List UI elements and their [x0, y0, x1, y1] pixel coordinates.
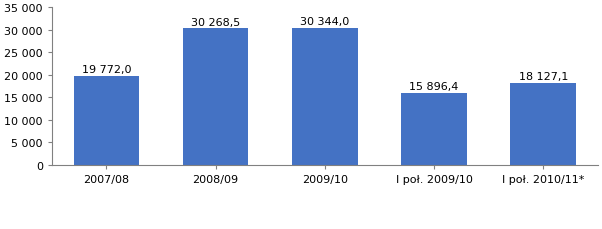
Text: 15 896,4: 15 896,4 [409, 82, 459, 92]
Bar [183, 29, 249, 165]
Bar [73, 76, 139, 165]
Bar [292, 29, 358, 165]
Text: 30 268,5: 30 268,5 [191, 18, 240, 27]
Bar [402, 94, 467, 165]
Text: 30 344,0: 30 344,0 [300, 17, 349, 27]
Text: 18 127,1: 18 127,1 [518, 72, 568, 82]
Text: 19 772,0: 19 772,0 [82, 65, 131, 74]
Bar [510, 84, 576, 165]
